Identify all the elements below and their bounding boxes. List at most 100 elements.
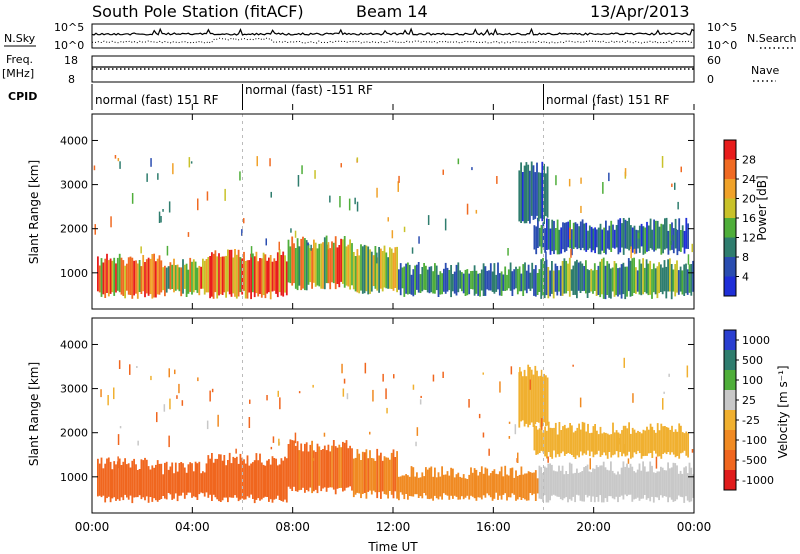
- heatmap-cell: [169, 398, 171, 410]
- heatmap-cell: [100, 258, 103, 297]
- heatmap-cell: [457, 262, 460, 293]
- heatmap-cell: [571, 229, 573, 256]
- heatmap-cell: [663, 260, 666, 292]
- heatmap-cell: [380, 248, 382, 289]
- heatmap-cell: [405, 263, 407, 294]
- heatmap-cell: [106, 458, 108, 499]
- heatmap-cell: [462, 474, 465, 500]
- heatmap-cell: [381, 460, 384, 492]
- heatmap-cell: [635, 229, 638, 254]
- freq-label: Freq.: [6, 53, 33, 66]
- heatmap-cell: [577, 262, 580, 291]
- heatmap-cell: [140, 266, 143, 294]
- heatmap-cell: [577, 472, 580, 496]
- heatmap-cell: [489, 263, 492, 291]
- colorbar-tick-label: 12: [742, 232, 756, 245]
- heatmap-cell: [135, 464, 137, 498]
- heatmap-cell: [110, 216, 112, 228]
- heatmap-cell: [547, 218, 550, 250]
- heatmap-cell: [545, 467, 548, 503]
- heatmap-cell: [156, 460, 159, 502]
- heatmap-cell: [642, 226, 645, 255]
- heatmap-cell: [613, 261, 616, 297]
- heatmap-cell: [642, 461, 644, 499]
- heatmap-cell: [129, 256, 132, 295]
- heatmap-cell: [171, 264, 174, 289]
- heatmap-cell: [189, 257, 192, 292]
- heatmap-cell: [316, 248, 319, 286]
- heatmap-cell: [506, 274, 508, 291]
- heatmap-cell: [439, 476, 442, 497]
- heatmap-cell: [605, 220, 607, 255]
- heatmap-cell: [674, 264, 677, 297]
- heatmap-cell: [187, 269, 190, 294]
- heatmap-cell: [278, 241, 280, 251]
- heatmap-cell: [165, 461, 168, 500]
- heatmap-cell: [280, 458, 283, 501]
- heatmap-cell: [513, 269, 516, 290]
- heatmap-cell: [671, 222, 673, 250]
- heatmap-cell: [605, 432, 607, 456]
- heatmap-cell: [198, 461, 201, 495]
- heatmap-cell: [218, 253, 220, 296]
- heatmap-cell: [576, 468, 578, 495]
- heatmap-cell: [594, 227, 596, 254]
- heatmap-cell: [232, 257, 235, 294]
- heatmap-cell: [646, 221, 648, 252]
- heatmap-cell: [652, 472, 655, 503]
- heatmap-cell: [329, 451, 332, 488]
- heatmap-cell: [489, 473, 492, 498]
- heatmap-cell: [183, 467, 186, 499]
- heatmap-cell: [661, 267, 664, 295]
- heatmap-cell: [336, 247, 339, 284]
- heatmap-cell: [599, 261, 602, 298]
- heatmap-cell: [571, 425, 573, 455]
- heatmap-cell: [228, 452, 231, 498]
- heatmap-cell: [294, 445, 297, 492]
- heatmap-cell: [314, 451, 317, 490]
- heatmap-cell: [116, 461, 119, 500]
- heatmap-cell: [157, 173, 159, 180]
- heatmap-cell: [225, 255, 227, 298]
- heatmap-cell: [608, 172, 610, 182]
- heatmap-cell: [647, 471, 650, 499]
- heatmap-cell: [647, 263, 650, 296]
- heatmap-cell: [391, 230, 394, 239]
- heatmap-cell: [142, 255, 145, 292]
- heatmap-cell: [620, 467, 623, 496]
- heatmap-cell: [351, 243, 353, 286]
- heatmap-cell: [173, 258, 175, 293]
- heatmap-cell: [588, 225, 591, 249]
- heatmap-cell: [214, 458, 217, 498]
- heatmap-cell: [111, 469, 114, 499]
- heatmap-cell: [527, 264, 530, 289]
- heatmap-cell: [385, 388, 387, 400]
- heatmap-cell: [198, 265, 201, 296]
- heatmap-cell: [658, 430, 661, 457]
- heatmap-cell: [354, 197, 356, 205]
- heatmap-cell: [539, 375, 542, 428]
- heatmap-cell: [500, 271, 503, 296]
- heatmap-cell: [376, 448, 379, 499]
- heatmap-cell: [631, 466, 634, 502]
- heatmap-cell: [113, 461, 116, 498]
- heatmap-cell: [234, 249, 236, 297]
- heatmap-cell: [325, 450, 328, 492]
- heatmap-cell: [668, 373, 670, 377]
- heatmap-cell: [343, 236, 346, 288]
- heatmap-cell: [677, 201, 679, 210]
- heatmap-cell: [396, 246, 398, 293]
- noise-tick-right-top: 10^5: [707, 21, 737, 34]
- heatmap-cell: [343, 378, 346, 384]
- heatmap-cell: [633, 248, 636, 255]
- heatmap-cell: [298, 246, 301, 286]
- heatmap-cell: [572, 364, 574, 367]
- heatmap-cell: [230, 249, 233, 297]
- colorbar-segment: [724, 370, 736, 391]
- heatmap-cell: [624, 466, 627, 495]
- heatmap-cell: [419, 274, 422, 293]
- heatmap-cell: [637, 230, 639, 249]
- heatmap-cell: [629, 260, 632, 297]
- heatmap-cell: [581, 421, 584, 456]
- heatmap-cell: [546, 377, 549, 426]
